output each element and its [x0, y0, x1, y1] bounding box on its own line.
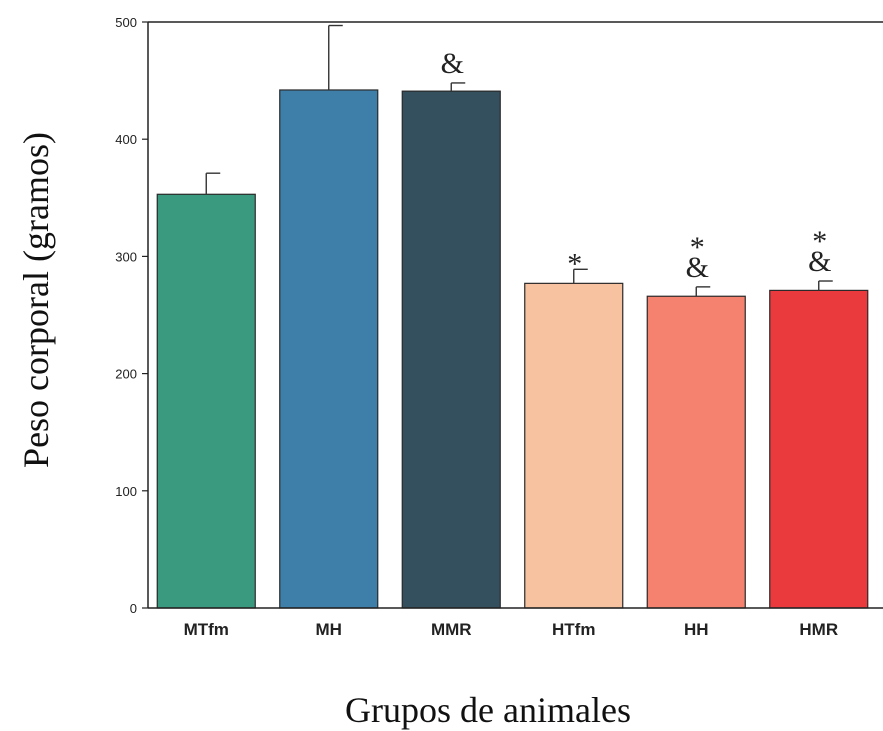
significance-asterisk: *	[812, 225, 827, 258]
significance-ampersand: &	[686, 251, 709, 284]
x-axis: MTfm MH MMR HTfm HH HMR	[148, 607, 883, 639]
bar-mh	[279, 89, 379, 609]
y-axis-title: Peso corporal (gramos)	[16, 132, 56, 468]
x-tick-label: MH	[316, 620, 342, 639]
significance-ampersand: &	[808, 245, 831, 278]
significance-ampersand: &	[441, 47, 464, 80]
bar-htfm	[524, 282, 624, 609]
bar-hmr	[769, 289, 869, 609]
x-tick-label: HH	[684, 620, 709, 639]
y-tick-label: 400	[115, 132, 137, 147]
y-tick-label: 500	[115, 15, 137, 30]
y-tick-label: 300	[115, 249, 137, 264]
x-axis-title: Grupos de animales	[345, 690, 631, 730]
bars-layer: &* &* &*	[156, 24, 869, 609]
bar-mtfm	[156, 193, 256, 609]
significance-asterisk: *	[567, 247, 582, 280]
bar-hh	[646, 295, 746, 609]
x-tick-label: MMR	[431, 620, 472, 639]
y-tick-label: 0	[130, 601, 137, 616]
x-tick-label: MTfm	[184, 620, 229, 639]
bar-mmr	[401, 90, 501, 609]
significance-asterisk: *	[690, 231, 705, 264]
y-tick-label: 200	[115, 367, 137, 382]
y-tick-label: 100	[115, 484, 137, 499]
x-tick-label: HTfm	[552, 620, 595, 639]
y-axis: 0 100 200 300 400 500	[115, 15, 149, 616]
x-tick-label: HMR	[799, 620, 838, 639]
